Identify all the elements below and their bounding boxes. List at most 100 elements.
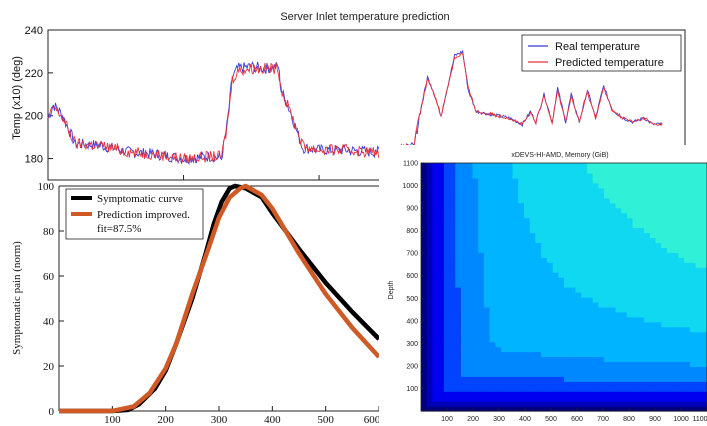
contour-cell [615,326,622,333]
contour-cell [621,396,628,402]
contour-cell [638,386,645,392]
contour-cell [684,242,691,248]
contour-cell [558,267,565,273]
contour-cell [609,287,617,293]
contour-cell [443,282,451,288]
contour-cell [564,336,571,343]
contour-cell [684,272,691,278]
contour-cell [649,212,657,219]
contour-cell [472,326,479,333]
contour-cell [569,401,576,407]
contour-cell [592,217,599,224]
contour-cell [655,168,662,174]
contour-cell [569,386,576,392]
contour-cell [432,282,439,288]
contour-cell [615,242,622,248]
contour-cell [483,351,491,358]
contour-cell [421,222,428,229]
contour-cell [581,227,588,234]
contour-cell [575,341,582,348]
contour-cell [524,227,531,234]
contour-cell [672,182,679,189]
contour-cell [529,351,536,358]
contour-cell [518,217,525,224]
contour-cell [655,361,662,367]
contour-cell [432,401,439,407]
contour-cell [535,306,542,313]
contour-cell [626,262,634,268]
contour-cell [661,168,668,174]
contour-cell [604,177,611,184]
contour-cell [483,331,491,338]
contour-cell [564,182,571,189]
contour-cell [432,237,439,243]
contour-cell [684,197,691,204]
contour-cell [495,262,502,268]
contour-cell [512,406,519,412]
contour-cell [443,316,451,323]
contour-cell [586,207,594,214]
contour-cell [495,187,502,194]
contour-cell [501,207,508,214]
contour-cell [489,296,496,303]
contour-cell [632,252,639,258]
contour-cell [524,391,531,397]
contour-cell [506,401,514,407]
contour-cell [432,197,439,204]
contour-cell [443,237,451,243]
contour-cell [524,163,531,169]
contour-cell [426,247,433,253]
contour-cell [661,227,668,234]
contour-cell [569,237,576,243]
contour-cell [524,197,531,204]
contour-cell [466,267,474,273]
contour-cell [506,182,514,189]
contour-cell [512,182,519,189]
contour-cell [472,247,479,253]
contour-cell [524,287,531,293]
contour-cell [667,346,674,353]
contour-cell [495,237,502,243]
contour-cell [626,163,634,169]
contour-cell [632,396,639,402]
contour-cell [478,391,485,397]
contour-cell [478,301,485,308]
contour-cell [649,197,657,204]
contour-cell [689,386,697,392]
contour-cell [501,287,508,293]
contour-cell [575,406,582,412]
contour-cell [638,406,645,412]
contour-cell [501,292,508,298]
contour-cell [501,356,508,362]
contour-cell [609,197,617,204]
contour-cell [621,192,628,199]
contour-cell [655,217,662,224]
contour-cell [432,177,439,184]
contour-cell [518,287,525,293]
pain-y-tick-label: 60 [43,271,55,283]
contour-cell [667,296,674,303]
contour-cell [644,316,651,323]
contour-cell [649,222,657,229]
contour-cell [443,242,451,248]
contour-cell [512,252,519,258]
contour-cell [638,217,645,224]
contour-cell [655,277,662,283]
contour-cell [615,371,622,377]
contour-cell [649,172,657,179]
contour-x-tick-label: 1100 [692,416,707,423]
contour-cell [701,292,707,298]
contour-cell [575,177,582,184]
contour-cell [684,321,691,328]
contour-cell [695,163,702,169]
contour-cell [489,222,496,229]
contour-cell [529,177,536,184]
contour-cell [684,287,691,293]
contour-cell [695,207,702,214]
contour-cell [524,356,531,362]
contour-cell [535,212,542,219]
contour-cell [461,267,468,273]
contour-cell [586,212,594,219]
contour-cell [621,282,628,288]
contour-cell [644,306,651,313]
